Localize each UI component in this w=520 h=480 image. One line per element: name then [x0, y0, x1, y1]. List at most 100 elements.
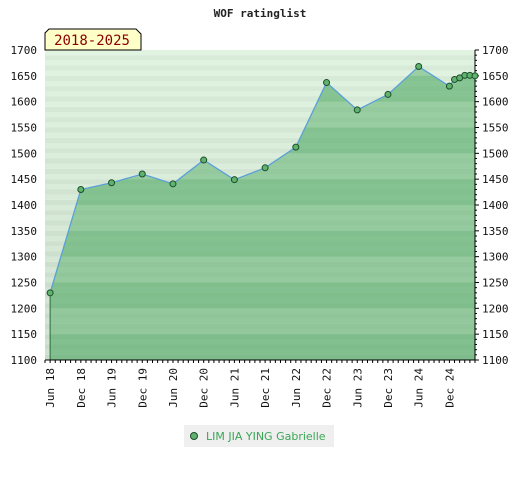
data-point [292, 143, 300, 151]
y-tick-label-right: 1650 [482, 70, 509, 83]
band [45, 65, 475, 71]
band [45, 55, 475, 61]
band [45, 96, 475, 102]
area-stripe [50, 246, 475, 252]
x-tick-label: Jun 23 [351, 368, 364, 408]
area-stripe [50, 236, 475, 242]
area-stripe [50, 230, 475, 236]
y-tick-label-right: 1450 [482, 173, 509, 186]
area-stripe [50, 287, 475, 293]
y-tick-label-right: 1500 [482, 147, 509, 160]
y-tick-label-left: 1450 [11, 173, 38, 186]
x-tick-label: Jun 19 [106, 368, 119, 408]
area-stripe [50, 292, 475, 298]
band [45, 137, 475, 143]
band [45, 81, 475, 87]
y-tick-label-left: 1500 [11, 147, 38, 160]
period-badge: 2018-2025 [44, 28, 142, 51]
x-tick-label: Dec 23 [382, 368, 395, 408]
y-tick-label-right: 1200 [482, 302, 509, 315]
y-axis-left: 1100 1150 1200 1250 1300 1350 1400 1450 1500 1550… [11, 44, 38, 367]
y-tick-label-right: 1400 [482, 199, 509, 212]
y-tick-label-left: 1250 [11, 277, 38, 290]
area-stripe [50, 241, 475, 247]
band [45, 148, 475, 154]
area-stripe [50, 282, 475, 288]
y-tick-label-left: 1700 [11, 44, 38, 57]
legend-label: LIM JIA YING Gabrielle [206, 429, 326, 443]
x-tick-label: Dec 20 [198, 368, 211, 408]
data-point [384, 90, 392, 98]
legend-marker [190, 432, 198, 440]
band [45, 106, 475, 112]
y-tick-label-right: 1550 [482, 122, 509, 135]
band [45, 158, 475, 164]
x-tick-label: Jun 18 [44, 368, 57, 408]
area-stripe [50, 334, 475, 340]
period-badge-label: 2018-2025 [54, 33, 130, 49]
area-stripe [50, 303, 475, 309]
x-axis: Jun 18 Dec 18 Jun 19 Dec 19 Jun 20 Dec 20 Jun … [44, 359, 476, 408]
y-tick-label-right: 1600 [482, 96, 509, 109]
band [45, 91, 475, 97]
y-tick-label-left: 1100 [11, 354, 38, 367]
data-point [77, 186, 85, 193]
data-point [261, 164, 269, 172]
x-tick-label: Dec 18 [75, 368, 88, 408]
data-point [353, 106, 361, 114]
area-stripe [50, 199, 475, 205]
y-tick-label-left: 1650 [11, 70, 38, 83]
band [45, 132, 475, 138]
band [45, 101, 475, 107]
area-stripe [50, 189, 475, 195]
data-point [138, 170, 146, 178]
band [45, 86, 475, 92]
data-point [108, 179, 116, 187]
band [45, 127, 475, 133]
data-point [471, 72, 479, 80]
y-tick-label-left: 1300 [11, 251, 38, 264]
band [45, 60, 475, 66]
data-point [415, 63, 423, 71]
area-stripe [50, 184, 475, 190]
area-stripe [50, 251, 475, 257]
y-tick-label-right: 1700 [482, 44, 509, 57]
y-axis-right: 1100 1150 1200 1250 1300 1350 1400 1450 1500 1550… [474, 44, 509, 367]
y-tick-label-right: 1250 [482, 277, 509, 290]
band [45, 117, 475, 123]
data-point [169, 180, 177, 188]
x-tick-label: Dec 22 [321, 368, 334, 408]
area-stripe [50, 179, 475, 185]
band [45, 112, 475, 118]
y-tick-label-left: 1400 [11, 199, 38, 212]
area-stripe [50, 354, 475, 360]
band [45, 153, 475, 159]
x-tick-label: Jun 21 [228, 368, 241, 408]
x-tick-label: Jun 20 [167, 368, 180, 408]
band [45, 143, 475, 149]
area-stripe [50, 339, 475, 345]
y-tick-label-left: 1150 [11, 328, 38, 341]
area-stripe [50, 349, 475, 355]
y-tick-label-right: 1100 [482, 354, 509, 367]
x-tick-label: Jun 22 [290, 368, 303, 408]
y-tick-label-left: 1550 [11, 122, 38, 135]
y-tick-label-right: 1300 [482, 251, 509, 264]
y-tick-label-right: 1150 [482, 328, 509, 341]
y-tick-label-left: 1600 [11, 96, 38, 109]
y-tick-label-left: 1200 [11, 302, 38, 315]
x-tick-label: Jun 24 [413, 368, 426, 408]
band [45, 70, 475, 76]
legend: LIM JIA YING Gabrielle [184, 425, 334, 447]
x-tick-label: Dec 24 [443, 368, 456, 408]
x-tick-label: Dec 19 [136, 368, 149, 408]
band [45, 50, 475, 56]
points-layer [46, 63, 479, 297]
y-tick-label-left: 1350 [11, 225, 38, 238]
band [45, 163, 475, 169]
rating-area [50, 66, 475, 361]
data-point [230, 176, 238, 184]
period-badge-frame [44, 28, 142, 51]
area-stripe [50, 194, 475, 200]
data-point [46, 289, 54, 297]
